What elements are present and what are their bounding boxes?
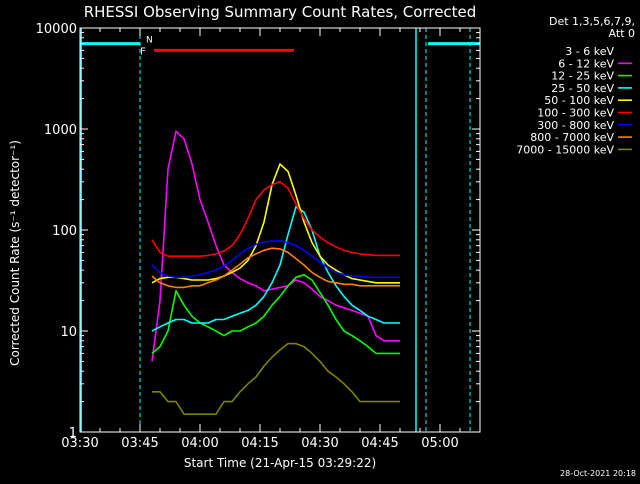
x-tick-label: 05:00 bbox=[421, 436, 458, 451]
legend-label-6: 300 - 800 keV bbox=[537, 119, 614, 132]
series-line-5 bbox=[151, 181, 400, 257]
x-tick-label: 04:15 bbox=[241, 436, 278, 451]
series-line-2 bbox=[151, 274, 400, 355]
legend-label-2: 12 - 25 keV bbox=[551, 70, 614, 83]
flare-label: F bbox=[140, 46, 146, 57]
x-axis-label: Start Time (21-Apr-15 03:29:22) bbox=[184, 456, 376, 470]
y-tick-label: 1 bbox=[69, 426, 77, 441]
x-tick-label: 03:45 bbox=[121, 436, 158, 451]
x-tick-label: 03:30 bbox=[61, 436, 98, 451]
series-line-1 bbox=[151, 130, 400, 362]
y-tick-label: 100 bbox=[52, 224, 77, 239]
series-line-0 bbox=[151, 163, 400, 385]
x-tick-label: 04:45 bbox=[361, 436, 398, 451]
chart-title: RHESSI Observing Summary Count Rates, Co… bbox=[84, 3, 477, 21]
x-tick-label: 04:30 bbox=[301, 436, 338, 451]
y-tick-label: 1000 bbox=[44, 123, 77, 138]
legend-label-5: 100 - 300 keV bbox=[537, 107, 614, 120]
legend-label-0: 3 - 6 keV bbox=[565, 45, 614, 58]
legend-label-1: 6 - 12 keV bbox=[558, 57, 614, 70]
night-label: N bbox=[146, 36, 153, 46]
x-tick-label: 04:00 bbox=[181, 436, 218, 451]
legend-header-detectors: Det 1,3,5,6,7,9, bbox=[549, 15, 635, 28]
series-layer bbox=[151, 130, 400, 415]
legend-label-4: 50 - 100 keV bbox=[544, 94, 614, 107]
y-tick-label: 10000 bbox=[36, 22, 77, 37]
legend-label-8: 7000 - 15000 keV bbox=[516, 143, 614, 156]
legend-label-3: 25 - 50 keV bbox=[551, 82, 614, 95]
legend-header-attenuator: Att 0 bbox=[609, 27, 635, 40]
series-line-3 bbox=[151, 205, 400, 332]
series-line-6 bbox=[151, 240, 400, 279]
legend-label-7: 800 - 7000 keV bbox=[530, 131, 614, 144]
footer-timestamp: 28-Oct-2021 20:18 bbox=[560, 469, 636, 478]
axes-layer: 1 10 100 1000 10000 03:30 03:45 04:00 04:15 04:30… bbox=[36, 22, 481, 451]
series-line-7 bbox=[151, 247, 400, 289]
series-line-8 bbox=[152, 342, 400, 415]
y-tick-label: 10 bbox=[60, 325, 77, 340]
y-axis-label: Corrected Count Rate (s⁻¹ detector⁻¹) bbox=[8, 140, 22, 366]
series-line-4 bbox=[151, 163, 400, 284]
